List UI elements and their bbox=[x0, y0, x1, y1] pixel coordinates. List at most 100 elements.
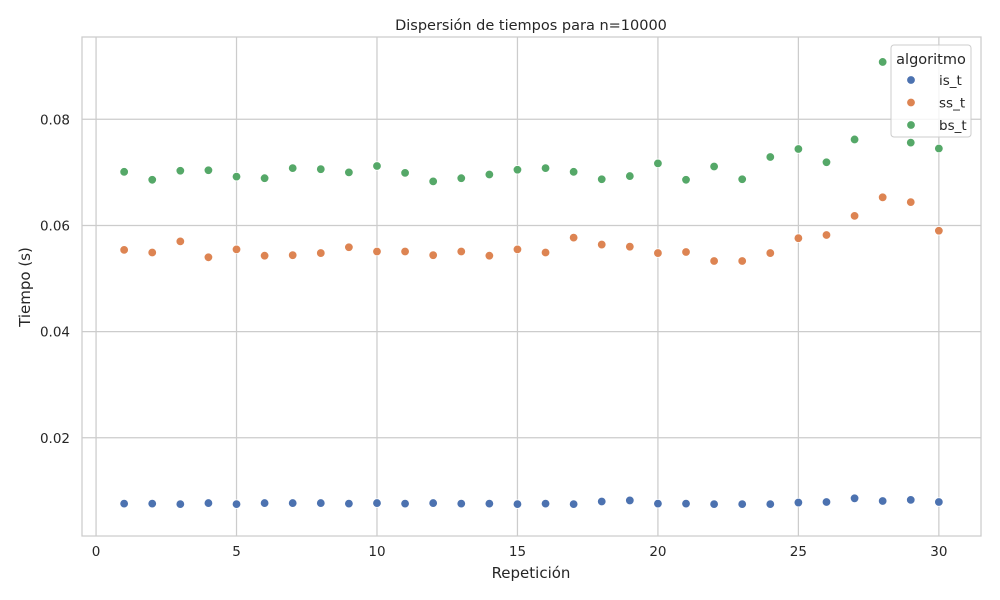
data-point-is_t bbox=[203, 498, 214, 508]
legend-label-bs_t: bs_t bbox=[939, 118, 967, 134]
data-point-bs_t bbox=[681, 175, 691, 185]
data-point-is_t bbox=[512, 499, 523, 509]
y-tick-label: 0.04 bbox=[40, 325, 70, 341]
data-point-bs_t bbox=[540, 163, 551, 173]
data-point-bs_t bbox=[877, 57, 888, 67]
data-point-ss_t bbox=[709, 256, 719, 266]
data-point-bs_t bbox=[372, 161, 382, 171]
data-point-is_t bbox=[175, 499, 186, 509]
data-point-is_t bbox=[849, 493, 860, 504]
axis-ticks: 0 5 10 15 20 25 30 0.02 0.04 0.06 0.08 bbox=[40, 112, 948, 560]
data-point-is_t bbox=[625, 495, 635, 506]
data-point-is_t bbox=[400, 498, 410, 509]
data-point-bs_t bbox=[568, 167, 579, 177]
legend-title: algoritmo bbox=[896, 52, 966, 68]
data-point-bs_t bbox=[793, 144, 804, 154]
legend-label-is_t: is_t bbox=[939, 73, 962, 89]
data-point-is_t bbox=[906, 495, 916, 505]
data-point-ss_t bbox=[597, 239, 607, 250]
data-point-is_t bbox=[737, 499, 747, 509]
data-point-is_t bbox=[709, 499, 719, 509]
legend: algoritmo is_t ss_t bs_t bbox=[890, 44, 972, 138]
plot-frame bbox=[81, 36, 982, 537]
data-point-is_t bbox=[597, 496, 607, 507]
legend-entries: is_t ss_t bs_t bbox=[906, 73, 967, 134]
data-point-is_t bbox=[147, 498, 157, 509]
data-point-bs_t bbox=[288, 163, 298, 173]
data-point-ss_t bbox=[540, 247, 551, 258]
data-point-bs_t bbox=[484, 169, 495, 180]
data-point-bs_t bbox=[259, 173, 270, 183]
y-tick-label: 0.06 bbox=[40, 218, 70, 234]
x-tick-label: 30 bbox=[930, 544, 947, 560]
data-point-bs_t bbox=[400, 168, 410, 178]
x-tick-label: 20 bbox=[649, 544, 666, 560]
data-point-is_t bbox=[372, 498, 382, 508]
data-point-ss_t bbox=[400, 246, 410, 257]
legend-box bbox=[890, 44, 972, 138]
data-point-bs_t bbox=[709, 161, 719, 172]
data-point-ss_t bbox=[175, 236, 186, 247]
data-point-ss_t bbox=[259, 251, 270, 261]
series-bs_t bbox=[119, 57, 944, 187]
data-point-ss_t bbox=[849, 211, 860, 221]
data-point-ss_t bbox=[288, 250, 298, 260]
data-point-ss_t bbox=[765, 248, 775, 258]
data-point-is_t bbox=[681, 498, 691, 509]
data-point-ss_t bbox=[934, 226, 944, 236]
data-point-bs_t bbox=[147, 175, 157, 185]
data-point-bs_t bbox=[344, 167, 354, 178]
data-point-bs_t bbox=[512, 165, 523, 175]
y-axis-label: Tiempo (s) bbox=[16, 247, 34, 328]
chart-title: Dispersión de tiempos para n=10000 bbox=[395, 18, 667, 34]
data-point-bs_t bbox=[119, 167, 129, 177]
data-point-ss_t bbox=[821, 230, 832, 240]
data-point-ss_t bbox=[203, 252, 214, 263]
data-point-bs_t bbox=[428, 176, 438, 187]
data-point-ss_t bbox=[512, 244, 523, 255]
data-point-is_t bbox=[821, 497, 832, 507]
data-point-ss_t bbox=[484, 251, 495, 261]
data-point-ss_t bbox=[681, 247, 691, 257]
data-point-is_t bbox=[765, 499, 775, 509]
data-point-is_t bbox=[119, 498, 129, 509]
legend-marker-is_t bbox=[906, 75, 916, 85]
data-point-ss_t bbox=[372, 246, 382, 257]
data-point-ss_t bbox=[344, 242, 354, 252]
data-point-is_t bbox=[288, 498, 298, 508]
legend-label-ss_t: ss_t bbox=[939, 96, 965, 112]
series-ss_t bbox=[119, 192, 944, 266]
data-points bbox=[119, 57, 944, 509]
data-point-ss_t bbox=[456, 246, 466, 257]
data-point-bs_t bbox=[597, 174, 607, 184]
legend-marker-ss_t bbox=[906, 97, 916, 108]
data-point-bs_t bbox=[316, 164, 326, 174]
data-point-bs_t bbox=[821, 157, 832, 167]
data-point-bs_t bbox=[849, 134, 860, 145]
data-point-bs_t bbox=[765, 152, 775, 162]
series-is_t bbox=[119, 493, 944, 509]
data-point-ss_t bbox=[428, 250, 438, 260]
data-point-bs_t bbox=[653, 158, 663, 169]
y-tick-label: 0.02 bbox=[40, 431, 70, 447]
data-point-is_t bbox=[344, 498, 354, 509]
data-point-is_t bbox=[653, 498, 663, 509]
data-point-ss_t bbox=[119, 245, 129, 255]
data-point-bs_t bbox=[456, 173, 466, 183]
data-point-is_t bbox=[231, 499, 242, 509]
data-point-is_t bbox=[568, 499, 579, 509]
data-point-ss_t bbox=[653, 248, 663, 258]
data-point-ss_t bbox=[737, 256, 747, 266]
data-point-is_t bbox=[934, 497, 944, 507]
data-point-bs_t bbox=[625, 171, 635, 181]
data-point-ss_t bbox=[793, 233, 804, 243]
legend-marker-bs_t bbox=[906, 120, 916, 130]
grid bbox=[82, 37, 981, 536]
data-point-ss_t bbox=[231, 244, 242, 255]
data-point-bs_t bbox=[231, 171, 242, 182]
data-point-ss_t bbox=[316, 248, 326, 258]
x-tick-label: 10 bbox=[368, 544, 385, 560]
data-point-ss_t bbox=[877, 192, 888, 203]
